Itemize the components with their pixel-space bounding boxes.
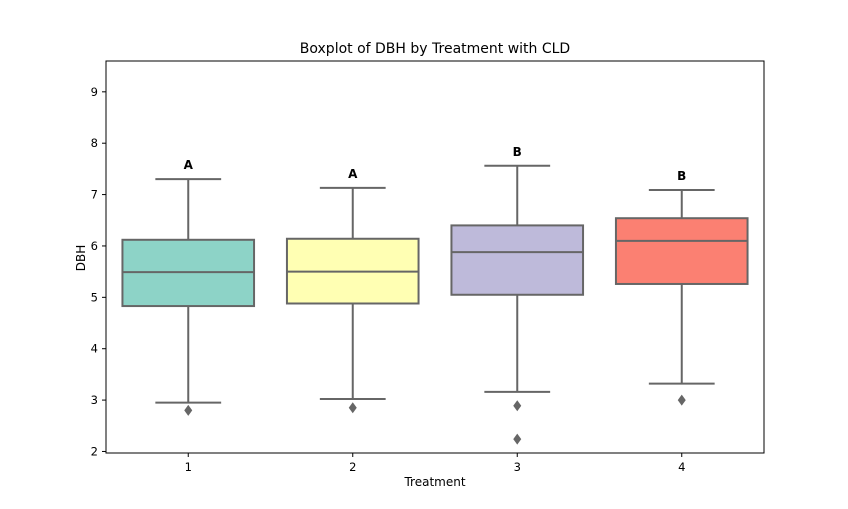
outlier-point (348, 402, 357, 414)
box-group-4: B (614, 169, 749, 406)
box-iqr (614, 217, 749, 285)
box-iqr (450, 224, 585, 296)
y-tick-label: 3 (91, 393, 98, 407)
x-tick-label: 2 (349, 460, 356, 474)
y-axis-label: DBH (74, 245, 88, 272)
y-tick-label: 5 (91, 290, 98, 304)
y-tick-label: 2 (91, 444, 98, 458)
cld-letter: B (677, 169, 686, 183)
box-group-3: B (450, 145, 585, 445)
chart-title: Boxplot of DBH by Treatment with CLD (300, 41, 570, 57)
outlier-point (513, 433, 522, 445)
cld-letter: A (184, 158, 194, 172)
x-axis: 1 2 3 4 (185, 453, 685, 474)
box-group-1: A (121, 158, 256, 416)
x-tick-label: 1 (185, 460, 192, 474)
outlier-point (513, 400, 522, 412)
cld-letter: B (513, 145, 522, 159)
plot-area: A A B B (121, 145, 749, 445)
y-axis: 2 3 4 5 6 7 8 9 (91, 85, 106, 458)
y-tick-label: 6 (91, 239, 98, 253)
box-group-2: A (285, 167, 420, 414)
y-tick-label: 8 (91, 136, 98, 150)
outlier-point (677, 394, 686, 406)
y-tick-label: 9 (91, 85, 98, 99)
x-tick-label: 4 (678, 460, 685, 474)
x-tick-label: 3 (514, 460, 521, 474)
outlier-point (184, 404, 193, 416)
x-axis-label: Treatment (403, 475, 465, 489)
y-tick-label: 4 (91, 342, 98, 356)
y-tick-label: 7 (91, 188, 98, 202)
plot-frame (105, 60, 765, 454)
cld-letter: A (348, 167, 358, 181)
